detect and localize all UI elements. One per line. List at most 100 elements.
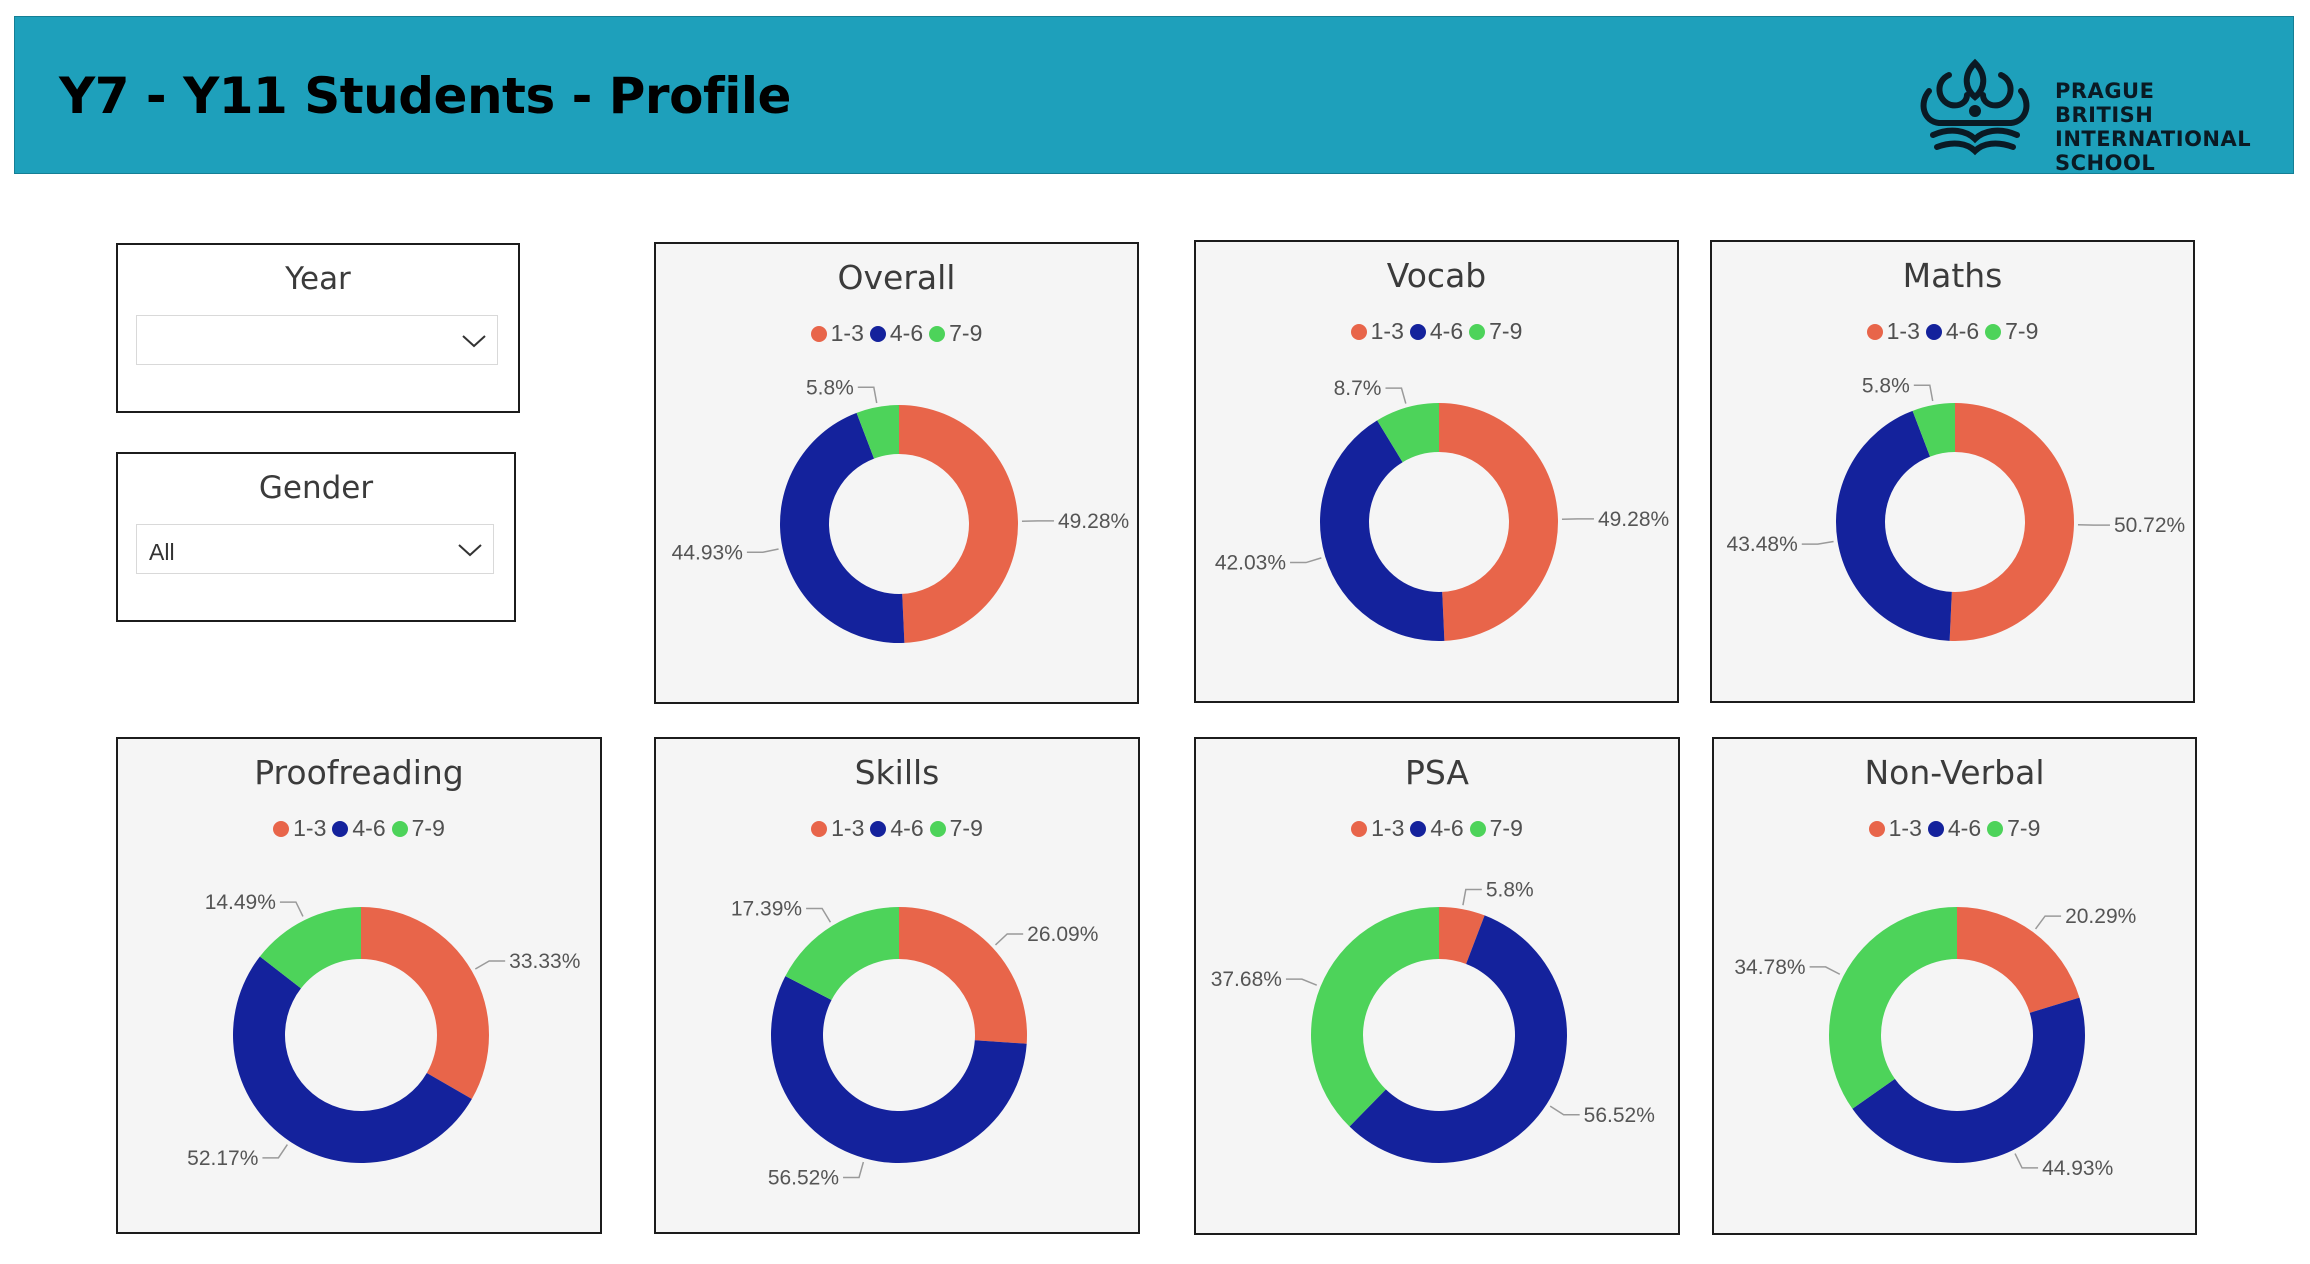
legend-item-1-3[interactable]: 1-3 <box>273 815 326 842</box>
data-label-4-6: 43.48% <box>1727 533 1798 556</box>
page-title: Y7 - Y11 Students - Profile <box>59 67 791 125</box>
data-label-7-9: 5.8% <box>1862 374 1910 397</box>
slice-7-9[interactable] <box>1311 907 1439 1127</box>
legend-item-7-9[interactable]: 7-9 <box>929 320 982 347</box>
legend-item-7-9[interactable]: 7-9 <box>1469 815 1523 842</box>
chart-legend: 1-3 4-6 7-9 <box>656 320 1137 347</box>
chart-title: Non-Verbal <box>1864 753 2045 792</box>
slice-7-9[interactable] <box>856 405 899 459</box>
data-label-7-9: 37.68% <box>1211 968 1282 991</box>
data-label-1-3: 26.09% <box>1027 923 1098 946</box>
donut-chart: 20.29% 44.93% 34.78% <box>1734 905 2136 1180</box>
legend-item-7-9[interactable]: 7-9 <box>391 815 445 842</box>
year-dropdown[interactable] <box>136 315 498 365</box>
data-label-1-3: 50.72% <box>2114 514 2185 537</box>
legend-item-4-6[interactable]: 4-6 <box>1927 815 1981 842</box>
slice-1-3[interactable] <box>899 405 1019 643</box>
report-header: Y7 - Y11 Students - Profile PRAGUE BRITI… <box>14 16 2294 175</box>
leader-line <box>1549 1105 1580 1116</box>
legend-item-7-9[interactable]: 7-9 <box>1469 318 1522 345</box>
legend-item-4-6[interactable]: 4-6 <box>332 815 386 842</box>
legend-item-1-3[interactable]: 1-3 <box>1351 815 1404 842</box>
legend-item-4-6[interactable]: 4-6 <box>1410 815 1464 842</box>
legend-item-4-6[interactable]: 4-6 <box>1409 318 1463 345</box>
legend-dot-icon <box>273 820 290 837</box>
chart-legend: 1-3 4-6 7-9 <box>1712 318 2193 345</box>
data-label-1-3: 33.33% <box>509 950 580 973</box>
data-label-4-6: 56.52% <box>1584 1104 1655 1127</box>
chart-title: Proofreading <box>254 753 464 792</box>
slice-4-6[interactable] <box>1835 410 1952 641</box>
leader-line <box>1462 888 1482 906</box>
leader-line <box>279 901 304 917</box>
leader-line <box>1913 384 1934 402</box>
chevron-down-icon <box>458 544 482 557</box>
slice-4-6[interactable] <box>1349 915 1567 1163</box>
leader-line <box>474 960 506 970</box>
gender-slicer-title: Gender <box>258 470 374 506</box>
slice-7-9[interactable] <box>1912 403 1955 457</box>
legend-item-7-9[interactable]: 7-9 <box>1985 318 2038 345</box>
data-label-1-3: 49.28% <box>1598 508 1669 531</box>
maths-chart-card: Maths 1-3 4-6 7-9 50.72% 43.48% 5.8% <box>1710 240 2195 703</box>
data-label-4-6: 52.17% <box>187 1147 258 1170</box>
legend-item-7-9[interactable]: 7-9 <box>929 815 983 842</box>
leader-line <box>2034 915 2062 930</box>
legend-label: 7-9 <box>949 815 983 841</box>
legend-label: 7-9 <box>1489 815 1523 841</box>
legend-dot-icon <box>1409 323 1426 340</box>
data-label-7-9: 8.7% <box>1334 377 1382 400</box>
slice-7-9[interactable] <box>1829 907 1957 1109</box>
slice-1-3[interactable] <box>1957 907 2080 1013</box>
slice-4-6[interactable] <box>779 412 905 643</box>
legend-item-1-3[interactable]: 1-3 <box>810 320 864 347</box>
legend-item-1-3[interactable]: 1-3 <box>811 815 864 842</box>
leader-line <box>262 1144 288 1159</box>
legend-label: 1-3 <box>831 815 865 841</box>
legend-dot-icon <box>1925 323 1942 340</box>
data-label-4-6: 56.52% <box>768 1167 839 1190</box>
slice-4-6[interactable] <box>233 956 472 1163</box>
legend-dot-icon <box>1987 820 2004 837</box>
slice-1-3[interactable] <box>361 907 489 1099</box>
slice-4-6[interactable] <box>771 976 1027 1163</box>
non-verbal-chart-card: Non-Verbal 1-3 4-6 7-9 20.29% 44.93% 34.78% <box>1712 737 2197 1235</box>
legend-dot-icon <box>811 820 828 837</box>
gender-slicer: Gender All <box>116 452 516 622</box>
chart-title: Skills <box>854 753 940 792</box>
leader-line <box>1285 978 1318 986</box>
slice-1-3[interactable] <box>899 907 1027 1044</box>
slice-7-9[interactable] <box>1377 403 1439 463</box>
legend-item-1-3[interactable]: 1-3 <box>1350 318 1404 345</box>
slice-4-6[interactable] <box>1320 420 1445 641</box>
legend-item-4-6[interactable]: 4-6 <box>870 815 924 842</box>
legend-label: 1-3 <box>1371 815 1405 841</box>
donut-chart: 50.72% 43.48% 5.8% <box>1727 374 2185 641</box>
gender-dropdown-value: All <box>149 539 175 565</box>
slice-4-6[interactable] <box>1852 997 2085 1163</box>
legend-dot-icon <box>1469 323 1486 340</box>
data-label-7-9: 17.39% <box>731 898 802 921</box>
slice-7-9[interactable] <box>259 907 361 989</box>
legend-dot-icon <box>1350 323 1367 340</box>
donut-chart: 49.28% 44.93% 5.8% <box>672 376 1129 643</box>
legend-item-7-9[interactable]: 7-9 <box>1987 815 2040 842</box>
year-slicer-title: Year <box>285 261 351 297</box>
gender-dropdown[interactable]: All <box>136 524 494 574</box>
legend-dot-icon <box>1469 820 1486 837</box>
leader-line <box>843 1161 865 1179</box>
leader-line <box>1801 540 1834 545</box>
slice-1-3[interactable] <box>1439 907 1485 964</box>
legend-dot-icon <box>869 325 886 342</box>
slice-1-3[interactable] <box>1949 403 2074 641</box>
legend-label: 4-6 <box>889 320 924 346</box>
legend-item-1-3[interactable]: 1-3 <box>1868 815 1922 842</box>
skills-chart-card: Skills 1-3 4-6 7-9 26.09% 56.52% 17.39% <box>654 737 1140 1234</box>
slice-1-3[interactable] <box>1439 403 1559 641</box>
legend-label: 1-3 <box>830 320 864 346</box>
legend-item-4-6[interactable]: 4-6 <box>869 320 924 347</box>
legend-item-4-6[interactable]: 4-6 <box>1925 318 1979 345</box>
legend-dot-icon <box>1927 820 1944 837</box>
legend-item-1-3[interactable]: 1-3 <box>1866 318 1920 345</box>
slice-7-9[interactable] <box>785 907 899 1001</box>
